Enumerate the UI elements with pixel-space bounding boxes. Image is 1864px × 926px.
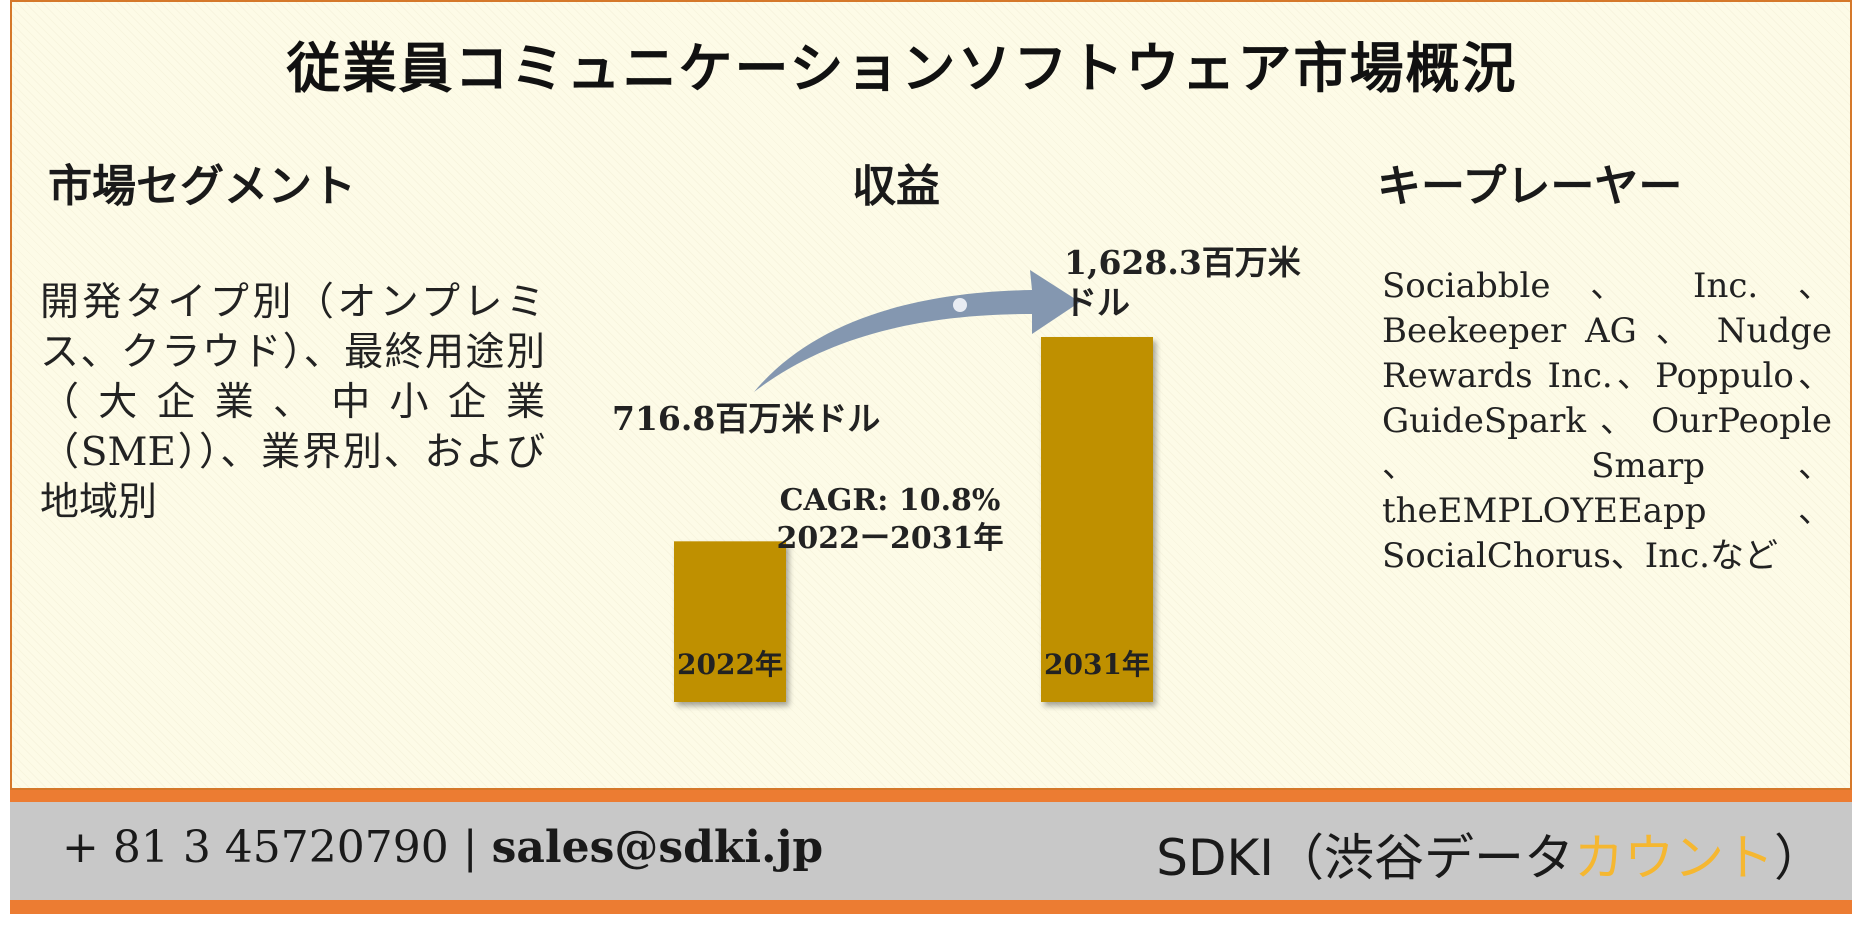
- phone-number[interactable]: + 81 3 45720790: [62, 822, 449, 873]
- brand-prefix: SDKI（渋谷データ: [1156, 829, 1574, 887]
- key-players-heading: キープレーヤー: [1377, 161, 1683, 212]
- category-label-2031年: 2031年: [1044, 648, 1150, 681]
- email-link[interactable]: sales@sdki.jp: [491, 822, 824, 873]
- page-title: 従業員コミュニケーションソフトウェア市場概況: [286, 36, 1518, 100]
- infographic-panel: 従業員コミュニケーションソフトウェア市場概況 市場セグメント 収益 キープレーヤ…: [10, 0, 1852, 790]
- brand-logo: SDKI（渋谷データカウント）: [1156, 818, 1824, 890]
- category-label-2022年: 2022年: [677, 648, 783, 681]
- arrow-highlight-dot: [953, 298, 967, 312]
- cagr-period-label: 2022ー2031年: [777, 521, 1004, 556]
- footer-top-stripe: [10, 790, 1852, 802]
- bar-2022年: [674, 541, 786, 702]
- key-players-list: Sociabble 、 Inc. 、 Beekeeper AG 、 Nudge …: [1382, 266, 1832, 576]
- bar-2031年: [1041, 337, 1153, 702]
- value-label-2022: 716.8百万米ドル: [612, 399, 880, 438]
- bars-layer: [674, 337, 1153, 702]
- revenue-heading: 収益: [852, 161, 940, 212]
- footer-bottom-stripe: [10, 900, 1852, 914]
- cagr-label: CAGR: 10.8%: [780, 483, 1001, 518]
- separator: |: [462, 822, 478, 873]
- brand-suffix: ）: [1774, 829, 1824, 887]
- growth-arrow: [754, 270, 1080, 392]
- brand-accent: カウント: [1574, 829, 1774, 887]
- footer-band: [10, 802, 1852, 900]
- contact-info: + 81 3 45720790 | sales@sdki.jp: [62, 822, 823, 873]
- revenue-chart: 2022年 2031年 716.8百万米ドル 1,628.3百万米ドル CAGR: 1…: [612, 243, 1301, 702]
- value-label-2031: 1,628.3百万米ドル: [1064, 243, 1301, 322]
- labels-layer: 2022年 2031年 716.8百万米ドル 1,628.3百万米ドル: [612, 243, 1301, 681]
- segment-heading: 市場セグメント: [48, 161, 356, 212]
- segment-description: 開発タイプ別（オンプレミス、クラウド）、最終用途別（大企業、中小企業（SME））…: [40, 280, 545, 525]
